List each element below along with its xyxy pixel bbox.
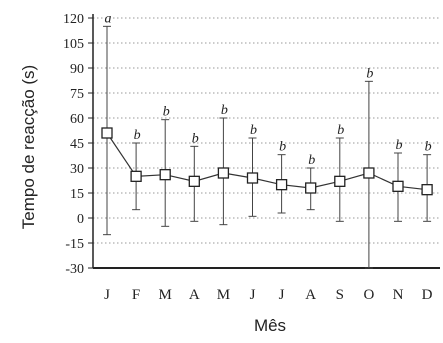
y-tick-label: -30 bbox=[65, 262, 84, 277]
x-tick-label: D bbox=[422, 287, 433, 303]
y-tick-label: 45 bbox=[70, 137, 84, 152]
mean-line bbox=[106, 132, 428, 191]
y-tick-label: 15 bbox=[70, 187, 84, 202]
y-tick-label: 75 bbox=[70, 87, 84, 102]
y-tick-label: 120 bbox=[63, 12, 84, 27]
group-letter: b bbox=[192, 131, 199, 146]
group-letter: b bbox=[425, 140, 432, 155]
y-tick-label: 90 bbox=[70, 62, 84, 77]
mean-marker bbox=[130, 170, 142, 182]
x-tick-label: S bbox=[336, 287, 344, 303]
mean-marker bbox=[246, 172, 259, 184]
mean-marker bbox=[101, 127, 113, 139]
x-tick-label: O bbox=[363, 287, 374, 303]
group-letter: b bbox=[337, 123, 344, 138]
mean-marker bbox=[363, 167, 375, 179]
y-axis-label: Tempo de reacção (s) bbox=[19, 65, 38, 229]
x-tick-label: M bbox=[217, 287, 230, 303]
mean-marker bbox=[217, 167, 230, 179]
x-tick-label: A bbox=[189, 287, 200, 303]
x-tick-label: F bbox=[132, 287, 140, 303]
mean-series-line bbox=[106, 132, 428, 191]
mean-markers bbox=[101, 127, 433, 196]
x-tick-label: A bbox=[305, 287, 316, 303]
mean-marker bbox=[305, 182, 317, 194]
gridlines bbox=[93, 17, 440, 244]
group-letter: b bbox=[396, 138, 403, 153]
group-letter: a bbox=[105, 11, 112, 26]
y-tick-label: 0 bbox=[77, 212, 84, 227]
mean-marker bbox=[392, 180, 404, 192]
mean-marker bbox=[275, 179, 288, 191]
group-letter: b bbox=[366, 66, 373, 81]
y-tick-label: 105 bbox=[63, 37, 84, 52]
x-tick-label: J bbox=[104, 287, 110, 303]
y-tick-labels: -30 -15 0 15 30 45 60 75 90 105 120 bbox=[63, 12, 84, 277]
x-tick-label: J bbox=[250, 287, 256, 303]
group-letter: b bbox=[308, 153, 315, 168]
mean-marker bbox=[159, 169, 171, 181]
axes bbox=[88, 14, 440, 269]
group-letter: b bbox=[221, 103, 228, 118]
group-letter: b bbox=[163, 105, 170, 120]
x-tick-label: J bbox=[279, 287, 285, 303]
group-letters: a b b b b b b b b b b b bbox=[105, 11, 432, 168]
x-tick-label: M bbox=[159, 287, 172, 303]
y-tick-label: 30 bbox=[70, 162, 84, 177]
y-tick-label: 60 bbox=[70, 112, 84, 127]
mean-marker bbox=[421, 184, 433, 196]
group-letter: b bbox=[134, 128, 141, 143]
group-letter: b bbox=[250, 123, 257, 138]
mean-marker bbox=[188, 175, 200, 187]
x-tick-label: N bbox=[393, 287, 404, 303]
group-letter: b bbox=[279, 140, 286, 155]
error-bars bbox=[103, 25, 432, 269]
x-axis-label: Mês bbox=[254, 316, 286, 335]
y-tick-label: -15 bbox=[65, 237, 84, 252]
mean-marker bbox=[334, 175, 346, 187]
